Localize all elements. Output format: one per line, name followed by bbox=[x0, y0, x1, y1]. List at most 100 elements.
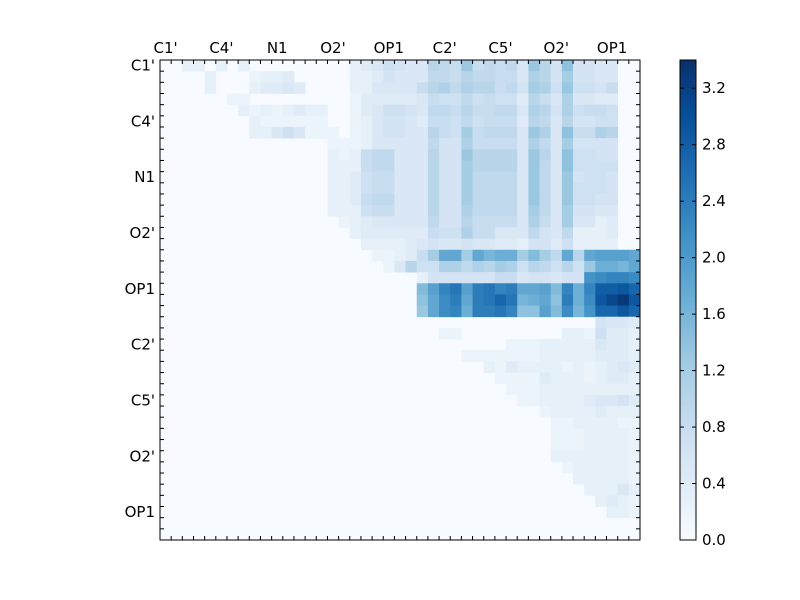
heatmap-cell bbox=[561, 361, 574, 373]
heatmap-cell bbox=[595, 205, 607, 217]
heatmap-cell bbox=[606, 484, 619, 496]
heatmap-cell bbox=[528, 350, 540, 362]
heatmap-cell bbox=[416, 216, 429, 228]
heatmap-cell bbox=[550, 450, 563, 463]
heatmap-cell bbox=[573, 171, 585, 184]
heatmap-cell bbox=[584, 227, 596, 239]
heatmap-cell bbox=[182, 60, 194, 72]
heatmap-cell bbox=[617, 249, 630, 262]
heatmap-cell bbox=[394, 193, 406, 206]
y-tick-label: O2' bbox=[130, 447, 155, 465]
heatmap-cell bbox=[472, 71, 485, 83]
heatmap-cell bbox=[360, 104, 373, 117]
heatmap-cell bbox=[606, 428, 619, 440]
heatmap-cell bbox=[405, 60, 418, 72]
heatmap-cell bbox=[472, 238, 485, 251]
heatmap-cell bbox=[606, 361, 619, 373]
heatmap-cell bbox=[472, 138, 485, 150]
heatmap-cell bbox=[472, 104, 485, 117]
heatmap-cell bbox=[427, 283, 440, 295]
heatmap-cell bbox=[405, 182, 418, 195]
heatmap-cell bbox=[561, 260, 574, 273]
x-tick-label: C1' bbox=[154, 39, 178, 57]
heatmap-cell bbox=[360, 82, 373, 94]
heatmap-cell bbox=[517, 216, 529, 228]
heatmap-cell bbox=[584, 160, 596, 173]
heatmap-cell bbox=[528, 272, 540, 284]
heatmap-cell bbox=[349, 93, 362, 106]
heatmap-cell bbox=[561, 115, 574, 128]
heatmap-cell bbox=[617, 506, 630, 519]
heatmap-cell bbox=[349, 182, 362, 195]
heatmap-cell bbox=[349, 82, 362, 94]
heatmap-cell bbox=[439, 272, 451, 284]
heatmap-cell bbox=[472, 193, 485, 206]
heatmap-cell bbox=[372, 93, 384, 106]
heatmap-cell bbox=[238, 104, 250, 117]
heatmap-cell bbox=[506, 82, 518, 94]
heatmap-cell bbox=[595, 450, 607, 463]
heatmap-cell bbox=[249, 115, 261, 128]
heatmap-cell bbox=[517, 238, 529, 251]
heatmap-cell bbox=[394, 115, 406, 128]
heatmap-cell bbox=[260, 71, 273, 83]
heatmap-cell bbox=[450, 93, 462, 106]
heatmap-cell bbox=[327, 149, 339, 161]
heatmap-cell bbox=[416, 160, 429, 173]
heatmap-cell bbox=[517, 82, 529, 94]
heatmap-cell bbox=[550, 126, 563, 139]
heatmap-cell bbox=[517, 372, 529, 385]
heatmap-cell bbox=[561, 149, 574, 161]
heatmap-cell bbox=[539, 71, 552, 83]
heatmap-cell bbox=[405, 193, 418, 206]
heatmap-cell bbox=[539, 227, 552, 239]
heatmap-cell bbox=[360, 149, 373, 161]
heatmap-cell bbox=[550, 71, 563, 83]
heatmap-cell bbox=[573, 327, 585, 340]
heatmap-cell bbox=[494, 249, 507, 262]
heatmap-cell bbox=[606, 82, 619, 94]
heatmap-cell bbox=[517, 182, 529, 195]
heatmap-cell bbox=[628, 361, 641, 373]
heatmap-cell bbox=[249, 126, 261, 139]
heatmap-cell bbox=[606, 149, 619, 161]
heatmap-cell bbox=[483, 160, 496, 173]
heatmap-cell bbox=[271, 126, 284, 139]
heatmap-cell bbox=[584, 82, 596, 94]
y-tick-label: C5' bbox=[131, 392, 155, 410]
heatmap-cell bbox=[550, 216, 563, 228]
heatmap-cell bbox=[494, 272, 507, 284]
heatmap-cell bbox=[617, 406, 630, 418]
heatmap-cell bbox=[517, 294, 529, 306]
heatmap-cell bbox=[483, 82, 496, 94]
heatmap-cell bbox=[461, 193, 473, 206]
heatmap-cell bbox=[360, 138, 373, 150]
heatmap-cell bbox=[561, 60, 574, 72]
heatmap-cell bbox=[394, 126, 406, 139]
heatmap-cell bbox=[539, 383, 552, 396]
heatmap-cell bbox=[494, 60, 507, 72]
heatmap-cell bbox=[628, 339, 641, 351]
heatmap-cell bbox=[450, 182, 462, 195]
heatmap-cell bbox=[405, 115, 418, 128]
heatmap-cell bbox=[606, 495, 619, 507]
heatmap-cell bbox=[372, 182, 384, 195]
heatmap-cell bbox=[573, 428, 585, 440]
heatmap-cell bbox=[517, 361, 529, 373]
heatmap-cell bbox=[461, 294, 473, 306]
heatmap-cell bbox=[506, 71, 518, 83]
heatmap-cell bbox=[349, 193, 362, 206]
heatmap-cell bbox=[561, 450, 574, 463]
heatmap-cell bbox=[349, 126, 362, 139]
heatmap-cell bbox=[528, 249, 540, 262]
colorbar-tick-label: 1.6 bbox=[702, 305, 726, 323]
heatmap-cell bbox=[617, 473, 630, 485]
heatmap-cell bbox=[584, 439, 596, 452]
heatmap-cell bbox=[539, 171, 552, 184]
heatmap-cell bbox=[584, 182, 596, 195]
heatmap-cell bbox=[539, 249, 552, 262]
heatmap-cell bbox=[595, 439, 607, 452]
heatmap-cell bbox=[360, 193, 373, 206]
heatmap-cell bbox=[483, 104, 496, 117]
heatmap-cell bbox=[193, 60, 206, 72]
